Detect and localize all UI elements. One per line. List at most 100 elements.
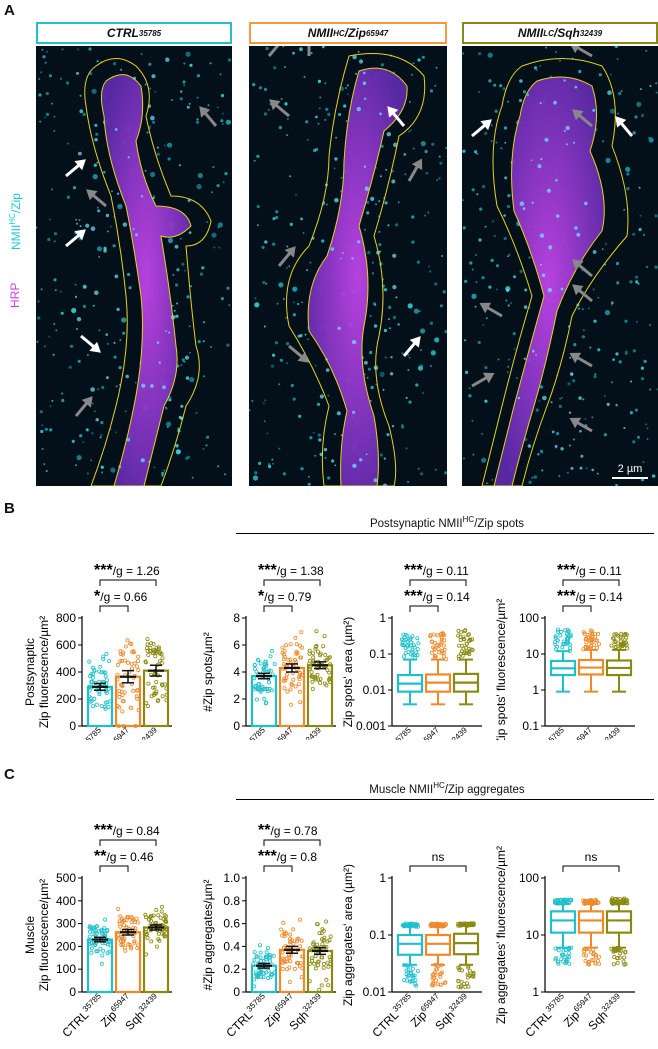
micro-puncta [75, 464, 77, 467]
outlier-point [583, 958, 588, 963]
micro-puncta [439, 161, 443, 165]
micro-puncta [126, 438, 131, 442]
data-point [262, 696, 267, 701]
micro-puncta [82, 112, 86, 116]
y-tick-label: 0.1 [522, 719, 539, 733]
micro-puncta [569, 356, 572, 359]
data-point [319, 931, 324, 936]
y-tick-label: 4 [233, 665, 240, 679]
micro-puncta [484, 131, 488, 135]
micro-puncta [340, 257, 342, 260]
micro-arrow [569, 46, 593, 58]
micro-puncta [91, 88, 97, 94]
y-tick-label: 100 [56, 962, 76, 976]
outlier-point [465, 975, 470, 980]
micro-puncta [528, 306, 531, 309]
data-point [313, 966, 318, 971]
micro-puncta [211, 232, 217, 238]
y-tick-label: 1.0 [223, 871, 240, 885]
data-point [151, 913, 156, 918]
micro-puncta [44, 116, 47, 119]
micro-puncta [105, 333, 108, 336]
data-point [118, 924, 123, 929]
micro-puncta [310, 52, 313, 55]
outlier-point [406, 967, 411, 972]
micro-puncta [183, 62, 186, 65]
data-point [121, 723, 126, 728]
micro-puncta [495, 264, 500, 268]
micro-puncta [568, 444, 571, 447]
data-point [87, 694, 92, 699]
data-point [314, 644, 319, 649]
outlier-point [554, 956, 559, 961]
micro-puncta [383, 457, 386, 460]
micro-puncta [366, 211, 370, 215]
outlier-point [618, 951, 623, 956]
micro-puncta [535, 69, 538, 72]
micro-puncta [325, 368, 330, 372]
data-point [103, 670, 108, 675]
micro-puncta [53, 115, 56, 118]
micro-puncta [44, 427, 48, 431]
y-tick-label: 0.1 [369, 928, 386, 942]
micro-puncta [82, 304, 86, 308]
data-point [162, 934, 167, 939]
micro-puncta [482, 185, 486, 189]
micro-puncta [465, 370, 469, 374]
micro-puncta [285, 266, 288, 269]
micro-puncta [76, 71, 79, 75]
micro-puncta [72, 186, 77, 190]
micro-puncta [224, 473, 226, 476]
micro-puncta [334, 464, 337, 467]
micro-puncta [190, 285, 193, 288]
micro-puncta [71, 439, 75, 443]
data-point [314, 629, 319, 634]
micro-puncta [503, 126, 508, 130]
micro-puncta [597, 296, 600, 299]
outlier-point [463, 984, 468, 989]
micro-puncta [606, 402, 610, 406]
data-point [101, 657, 106, 662]
micro-puncta [517, 396, 521, 400]
micro-puncta [507, 194, 511, 198]
micro-puncta [181, 358, 185, 362]
data-point [316, 677, 321, 682]
outlier-point [556, 627, 561, 632]
data-point [120, 709, 125, 714]
chart-C4: 1 10 100 Zip aggregates' fluorescence/µm² CT… [494, 846, 635, 1040]
data-point [282, 649, 287, 654]
data-point [88, 674, 93, 679]
micro-puncta [358, 59, 364, 64]
micro-puncta [40, 71, 43, 74]
micro-puncta [593, 319, 597, 323]
data-point [289, 682, 294, 687]
micro-puncta [312, 431, 315, 434]
outlier-point [456, 654, 461, 659]
micro-puncta [382, 483, 388, 486]
data-point [103, 706, 108, 711]
sig-label: ***/g = 0.11 [557, 562, 622, 579]
data-point [129, 920, 134, 925]
micro-bouton [494, 77, 605, 486]
micro-puncta [638, 227, 642, 232]
micro-puncta [428, 265, 431, 268]
micro-puncta [539, 449, 544, 453]
micro-puncta [429, 321, 433, 325]
micro-puncta [539, 102, 542, 105]
micro-puncta [609, 73, 612, 76]
micro-puncta [144, 169, 147, 172]
data-point [251, 687, 256, 692]
micro-puncta [488, 79, 492, 83]
micro-puncta [122, 222, 128, 227]
outlier-point [609, 946, 614, 951]
category-label: CTRL35785 [59, 991, 108, 1040]
box-iqr [577, 910, 605, 934]
y-tick-label: 0 [69, 985, 76, 999]
data-point [320, 942, 325, 947]
data-point [269, 688, 274, 693]
data-point [89, 698, 94, 703]
outlier-point [615, 956, 620, 961]
micro-puncta [163, 144, 166, 147]
micro-puncta [97, 209, 101, 213]
section-rule-b [236, 533, 654, 534]
